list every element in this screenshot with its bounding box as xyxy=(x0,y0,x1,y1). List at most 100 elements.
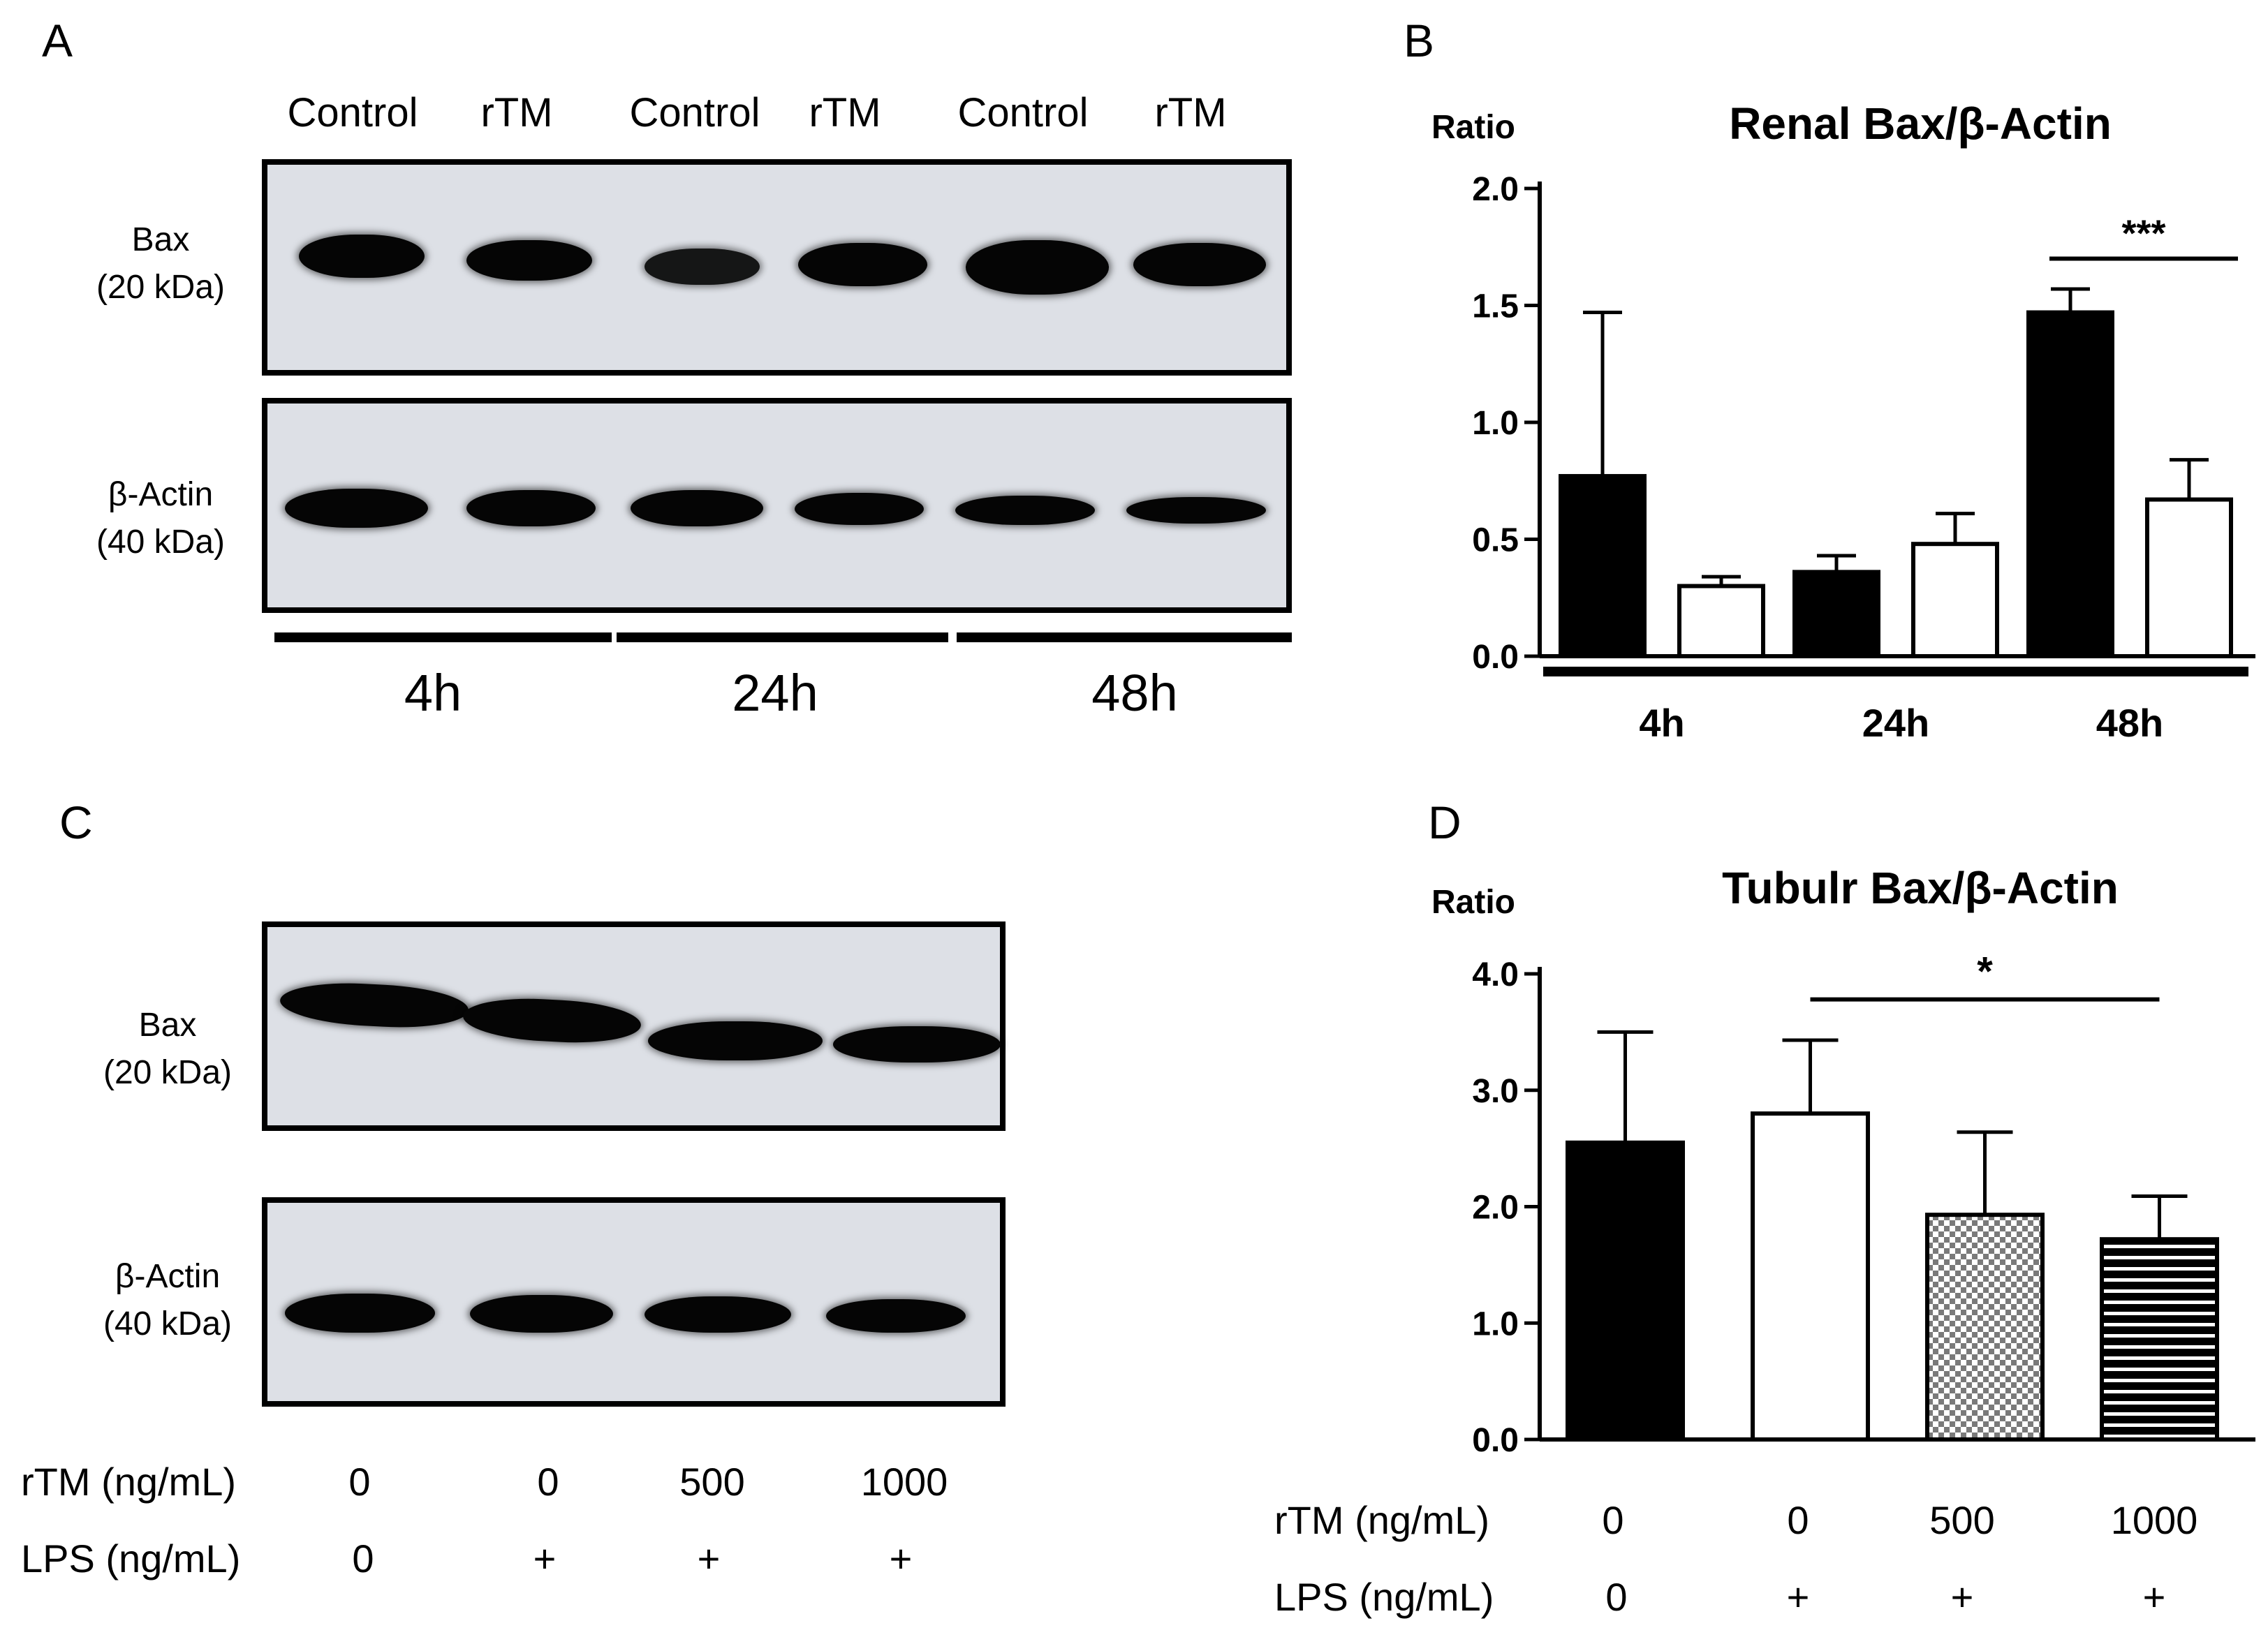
time-label: 24h xyxy=(732,664,818,722)
bar-chart-tubular: 0.0 1.0 2.0 3.0 4.0 * xyxy=(1472,949,2255,1459)
blot-band xyxy=(648,1021,823,1060)
y-tick-label: 2.0 xyxy=(1472,1190,1519,1227)
protein-name: β-Actin xyxy=(108,476,214,513)
protein-size: (40 kDa) xyxy=(96,524,226,561)
blot-band xyxy=(833,1026,1001,1063)
blot-band xyxy=(466,490,596,526)
bar xyxy=(1677,584,1765,658)
blot-band xyxy=(470,1295,613,1333)
protein-name: β-Actin xyxy=(115,1258,221,1295)
protein-name: Bax xyxy=(131,221,190,258)
significance-label: *** xyxy=(2121,213,2165,255)
y-tick-label: 0.0 xyxy=(1472,639,1519,676)
lps-value: + xyxy=(533,1537,557,1580)
significance-label: * xyxy=(1977,949,1993,995)
blot-c-top-label: Bax (20 kDa) xyxy=(84,1002,251,1097)
y-tick-label: 2.0 xyxy=(1472,171,1519,208)
bar xyxy=(2145,497,2233,658)
y-tick-label: 0.5 xyxy=(1472,522,1519,559)
group-bar xyxy=(1777,667,2015,676)
blot-band xyxy=(1133,243,1266,286)
lps-value: 0 xyxy=(1605,1575,1628,1619)
rtm-value: 500 xyxy=(679,1460,745,1504)
rtm-value: 0 xyxy=(1602,1498,1624,1542)
rtm-value: 0 xyxy=(1787,1498,1809,1542)
blot-band xyxy=(285,489,428,528)
protein-name: Bax xyxy=(138,1007,197,1044)
y-tick-label: 1.0 xyxy=(1472,1305,1519,1342)
lps-value: + xyxy=(1950,1575,1974,1619)
lps-value: + xyxy=(2142,1575,2166,1619)
bar xyxy=(1566,1140,1685,1442)
bar xyxy=(1559,474,1647,658)
blot-band xyxy=(645,249,760,285)
western-blot-actin-a xyxy=(262,398,1292,613)
blot-a-top-label: Bax (20 kDa) xyxy=(70,216,251,311)
time-bar-48h xyxy=(957,632,1292,642)
group-bar xyxy=(1543,667,1781,676)
lane-label: rTM xyxy=(1154,90,1227,135)
blot-a-bottom-label: β-Actin (40 kDa) xyxy=(70,471,251,566)
time-label: 4h xyxy=(404,664,462,722)
y-tick-label: 0.0 xyxy=(1472,1422,1519,1459)
lps-value: + xyxy=(1786,1575,1810,1619)
x-group-label: 24h xyxy=(1862,701,1930,745)
group-bar xyxy=(2011,667,2248,676)
time-bar-4h xyxy=(274,632,612,642)
blot-band xyxy=(955,496,1095,525)
bar xyxy=(2100,1237,2219,1442)
lane-label: rTM xyxy=(809,90,881,135)
western-blot-actin-c xyxy=(262,1197,1006,1407)
blot-band xyxy=(826,1299,966,1333)
blot-band xyxy=(798,243,927,286)
bar xyxy=(1911,542,1999,659)
panel-d-letter: D xyxy=(1428,797,1461,848)
lps-value: 0 xyxy=(352,1537,374,1580)
blot-c-bottom-label: β-Actin (40 kDa) xyxy=(84,1253,251,1348)
chart-title: Renal Bax/β-Actin xyxy=(1729,98,2112,149)
lane-label: Control xyxy=(629,90,760,135)
western-blot-bax-c xyxy=(262,921,1006,1131)
rtm-condition-label: rTM (ng/mL) xyxy=(1274,1498,1489,1542)
lps-value: + xyxy=(889,1537,913,1580)
y-axis-label: Ratio xyxy=(1431,884,1515,921)
blot-band xyxy=(299,235,425,278)
panel-a-letter: A xyxy=(42,15,73,66)
rtm-value: 1000 xyxy=(860,1460,948,1504)
lps-condition-label: LPS (ng/mL) xyxy=(1274,1575,1494,1619)
blot-band xyxy=(795,493,924,525)
bar xyxy=(2026,310,2114,658)
y-tick-label: 1.0 xyxy=(1472,405,1519,442)
time-label: 48h xyxy=(1091,664,1178,722)
blot-band xyxy=(1126,497,1266,524)
lane-label: rTM xyxy=(480,90,553,135)
protein-size: (20 kDa) xyxy=(103,1054,233,1091)
bar xyxy=(1925,1213,2045,1442)
bar xyxy=(1751,1111,1870,1442)
panel-c-letter: C xyxy=(59,797,93,848)
rtm-condition-label: rTM (ng/mL) xyxy=(21,1460,236,1504)
y-tick-label: 4.0 xyxy=(1472,956,1519,993)
blot-band xyxy=(285,1294,435,1333)
protein-size: (40 kDa) xyxy=(103,1305,233,1342)
rtm-value: 500 xyxy=(1929,1498,1995,1542)
blot-band xyxy=(631,490,763,526)
bar xyxy=(1792,570,1880,659)
lane-label: Control xyxy=(287,90,418,135)
rtm-value: 1000 xyxy=(2110,1498,2198,1542)
blot-band xyxy=(645,1296,791,1333)
blot-band xyxy=(466,240,592,281)
bar-chart-renal: 0.0 0.5 1.0 1.5 2.0 4h 24h 48h *** xyxy=(1472,171,2255,745)
protein-size: (20 kDa) xyxy=(96,269,226,306)
y-tick-label: 1.5 xyxy=(1472,288,1519,325)
lps-condition-label: LPS (ng/mL) xyxy=(21,1537,241,1580)
rtm-value: 0 xyxy=(537,1460,559,1504)
lps-value: + xyxy=(697,1537,721,1580)
y-tick-label: 3.0 xyxy=(1472,1073,1519,1110)
blot-band xyxy=(966,240,1109,295)
x-group-label: 4h xyxy=(1639,701,1684,745)
lane-label: Control xyxy=(957,90,1089,135)
rtm-value: 0 xyxy=(348,1460,371,1504)
x-group-label: 48h xyxy=(2096,701,2164,745)
y-axis-label: Ratio xyxy=(1431,109,1515,146)
